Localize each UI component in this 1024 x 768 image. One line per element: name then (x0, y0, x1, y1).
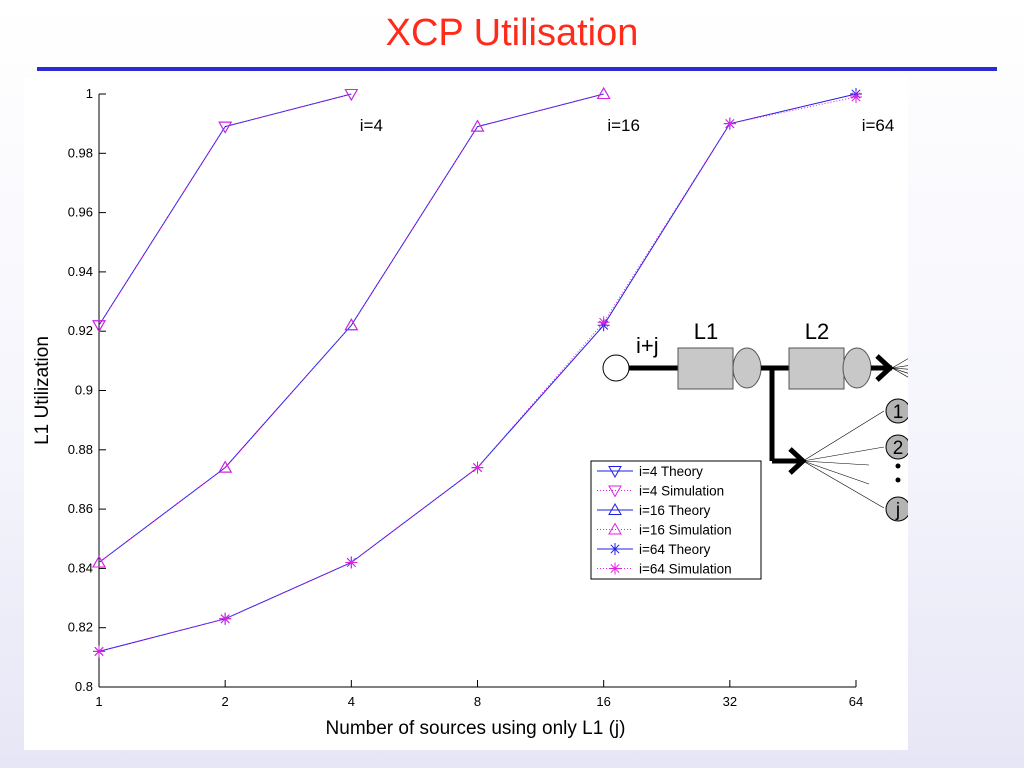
data-point-s3-3 (470, 119, 485, 132)
x-tick-label: 2 (222, 694, 229, 709)
fanout-line (891, 367, 908, 374)
data-point-s3-0 (92, 555, 106, 568)
data-point-s5-1 (219, 612, 232, 625)
series-line-2 (98, 93, 604, 563)
data-point-s5-3 (471, 461, 484, 474)
link-l2-queue (788, 347, 845, 390)
series-line-3 (98, 93, 604, 563)
y-tick-label: 0.92 (68, 323, 93, 338)
data-point-s3-1 (218, 460, 233, 473)
link-l1-server (732, 347, 762, 389)
x-tick-label: 16 (596, 694, 610, 709)
x-tick-label: 1 (95, 694, 102, 709)
link-l2-server (842, 347, 872, 389)
x-tick-label: 64 (849, 694, 863, 709)
upper-arrow-head (875, 354, 894, 382)
legend-label: i=4 Simulation (639, 484, 724, 499)
data-point-s1-0 (92, 320, 106, 333)
legend-label: i=4 Theory (639, 464, 703, 479)
legend-marker (608, 522, 622, 535)
data-point-s5-2 (345, 556, 358, 569)
legend-marker (608, 466, 622, 479)
lower-dest-node-2 (885, 434, 908, 460)
fanout-line (891, 365, 908, 369)
utilization-chart: 0.8 0.82 0.84 0.86 0.88 0.9 0.92 0.94 0.96 0.98 1 1… (32, 86, 908, 739)
data-point-s5-4 (597, 316, 610, 329)
ellipsis-dot (895, 463, 901, 469)
link-l2-label: L2 (805, 319, 829, 344)
lower-dest-node-2-label: 2 (893, 438, 904, 459)
y-tick-label: 0.86 (68, 501, 93, 516)
x-axis-label: Number of sources using only L1 (j) (326, 718, 626, 739)
legend-label: i=64 Theory (639, 542, 711, 557)
fanout-line (802, 410, 885, 462)
y-tick-label: 0.96 (68, 205, 93, 220)
data-point-s3-2 (344, 318, 359, 331)
chart-panel: 0.8 0.82 0.84 0.86 0.88 0.9 0.92 0.94 0.96 0.98 1 1… (24, 77, 908, 750)
lower-dest-node-3 (885, 496, 908, 522)
fanout-line (802, 460, 870, 485)
legend-label: i=16 Simulation (639, 523, 732, 538)
legend-box (590, 460, 762, 580)
fanout-line (802, 460, 870, 466)
y-tick-label: 0.9 (75, 383, 93, 398)
x-tick-label: 8 (474, 694, 481, 709)
series-line-0 (98, 93, 352, 326)
legend-label: i=16 Theory (639, 503, 711, 518)
fanout-line (891, 367, 908, 370)
data-point-s3-4 (596, 86, 611, 99)
data-point-s2-4 (596, 86, 611, 99)
x-tick-label: 32 (723, 694, 737, 709)
y-tick-label: 0.82 (68, 620, 93, 635)
legend-marker (608, 485, 622, 498)
lower-dest-node-3-label: j (895, 500, 900, 521)
y-tick-label: 0.8 (75, 679, 93, 694)
data-point-s5-0 (93, 645, 105, 658)
source-label: i+j (636, 333, 659, 358)
fanout-line (802, 446, 885, 462)
fanout-line (891, 367, 908, 378)
series-line-1 (98, 93, 352, 326)
x-tick-label: 4 (348, 694, 355, 709)
y-tick-label: 0.88 (68, 442, 93, 457)
y-tick-label: 0.84 (68, 560, 93, 575)
legend-marker (609, 543, 621, 555)
title-divider (37, 67, 997, 71)
y-tick-label: 1 (86, 86, 93, 101)
fanout-line (891, 358, 908, 369)
y-tick-label: 0.98 (68, 145, 93, 160)
legend-marker (608, 502, 622, 515)
lower-dest-node-1 (885, 398, 908, 424)
legend-marker (609, 562, 621, 575)
data-point-s1-1 (218, 121, 233, 134)
data-point-s5-6 (850, 90, 862, 103)
slide-title: XCP Utilisation (385, 12, 639, 54)
y-axis-label: L1 Utilization (32, 336, 53, 445)
data-point-s5-5 (723, 117, 736, 130)
series-annotation: i=4 (360, 116, 383, 135)
data-point-s1-2 (344, 89, 359, 102)
legend-label: i=64 Simulation (639, 562, 732, 577)
series-annotation: i=64 (862, 116, 895, 135)
series-annotation: i=16 (607, 116, 640, 135)
lower-dest-node-1-label: 1 (893, 402, 904, 423)
link-l1-queue (677, 347, 734, 390)
ellipsis-dot (895, 477, 901, 483)
link-l1-label: L1 (694, 319, 718, 344)
y-tick-label: 0.94 (68, 264, 93, 279)
fanout-line (802, 460, 885, 509)
source-node (602, 354, 630, 382)
